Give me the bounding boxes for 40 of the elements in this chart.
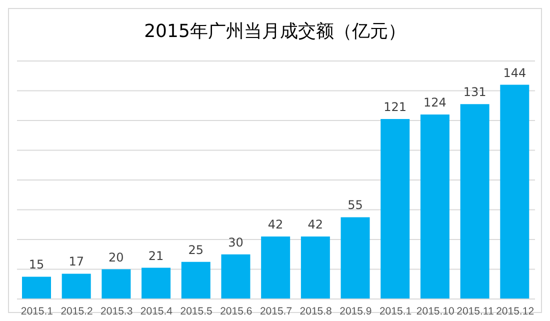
- x-tick-label: 2015.3: [100, 305, 133, 318]
- x-tick-label: 2015.6: [220, 305, 252, 318]
- x-tick-label: 2015.4: [140, 305, 173, 318]
- x-tick-label: 2015.1: [379, 305, 412, 318]
- bar: [340, 217, 370, 299]
- data-label: 21: [148, 248, 164, 263]
- bar: [102, 269, 131, 299]
- data-label: 121: [384, 100, 407, 114]
- x-tick-label: 2015.8: [300, 305, 332, 318]
- data-label: 25: [188, 242, 204, 257]
- bar: [500, 84, 530, 299]
- bar: [181, 262, 210, 299]
- bar: [142, 268, 171, 299]
- x-tick-label: 2015.1: [20, 305, 54, 318]
- data-label: 17: [68, 254, 84, 269]
- x-tick-label: 2015.5: [180, 305, 213, 318]
- bar: [380, 119, 410, 299]
- chart-title: 2015年广州当月成交额（亿元）: [143, 20, 407, 44]
- data-label: 30: [228, 235, 244, 250]
- x-tick-label: 2015.2: [60, 305, 93, 318]
- bar: [62, 274, 91, 299]
- data-label: 42: [308, 218, 324, 232]
- x-tick-label: 2015.10: [416, 305, 455, 318]
- x-tick-label: 2015.12: [496, 305, 534, 318]
- bar: [300, 236, 330, 299]
- x-tick-label: 2015.7: [260, 305, 292, 318]
- bar: [420, 114, 450, 299]
- bar: [22, 276, 51, 299]
- data-label: 15: [28, 258, 44, 272]
- x-tick-label: 2015.11: [456, 305, 494, 318]
- data-label: 124: [424, 96, 446, 110]
- bar: [221, 254, 250, 299]
- bar: [460, 104, 490, 299]
- data-label: 144: [503, 66, 526, 80]
- data-label: 20: [108, 250, 124, 264]
- data-label: 42: [268, 218, 284, 232]
- data-label: 55: [348, 198, 363, 212]
- x-tick-label: 2015.9: [340, 305, 372, 318]
- bar: [261, 236, 290, 299]
- data-label: 131: [463, 85, 486, 100]
